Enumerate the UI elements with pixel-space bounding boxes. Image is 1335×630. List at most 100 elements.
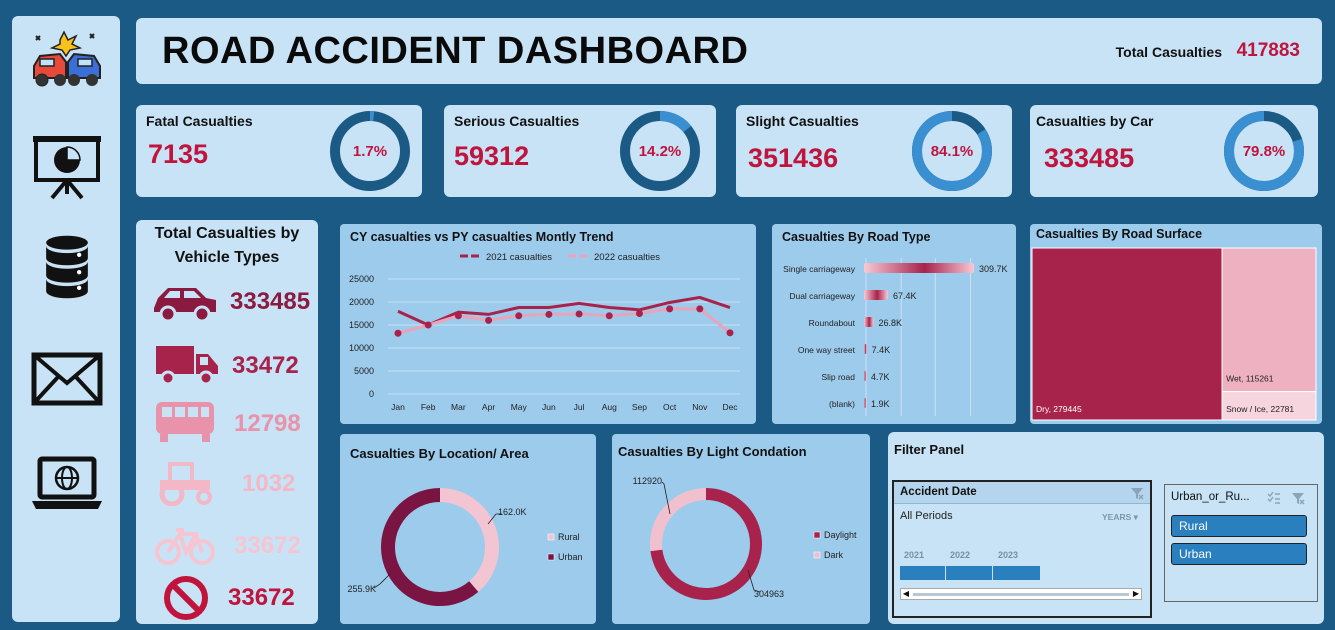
area-slicer: Urban_or_Ru... Rural Urban [1164, 484, 1318, 602]
vehicle-row-truck: 33472 [146, 342, 318, 392]
x-tick-label: May [511, 402, 528, 412]
database-icon[interactable] [30, 234, 104, 300]
filter-panel: Filter Panel Accident Date All Periods Y… [888, 432, 1324, 624]
x-tick-label: Oct [663, 402, 677, 412]
donut-slice [439, 488, 499, 592]
y-tick-label: 0 [369, 389, 374, 399]
treemap-cell-wet [1221, 247, 1317, 393]
bar-data-label: 67.4K [893, 291, 917, 301]
vehicle-row-other: 33672 [146, 574, 318, 624]
kpi-card-serious: Serious Casualties 59312 14.2% [444, 105, 716, 197]
legend-swatch [813, 531, 821, 539]
bar [864, 371, 866, 381]
vehicle-row-bicycle: 33672 [146, 522, 318, 572]
x-tick-label: Jul [574, 402, 585, 412]
road-type-chart: Casualties By Road Type Single carriagew… [772, 224, 1016, 424]
bar-category-label: Single carriageway [783, 264, 856, 274]
page-title: ROAD ACCIDENT DASHBOARD [162, 30, 749, 72]
kpi-ring-fill [620, 111, 700, 191]
car-icon [154, 288, 216, 323]
year-2022[interactable]: 2022 [950, 550, 971, 560]
chart-title: CY casualties vs PY casualties Montly Tr… [350, 230, 614, 244]
kpi-ring-fill [912, 111, 992, 191]
year-2023[interactable]: 2023 [998, 550, 1019, 560]
dashboard-header: ROAD ACCIDENT DASHBOARD Total Casualties… [136, 18, 1322, 84]
kpi-label: Casualties by Car [1036, 113, 1154, 129]
x-tick-label: Feb [421, 402, 436, 412]
presentation-chart-icon[interactable] [30, 134, 104, 200]
bar [864, 290, 888, 300]
donut-data-label: 255.9K [347, 584, 376, 594]
data-point [575, 310, 583, 318]
car-crash-logo-icon[interactable] [30, 28, 104, 94]
donut-chart-svg: Daylight Dark 304963 112920 [633, 476, 857, 600]
y-tick-label: 15000 [349, 320, 374, 330]
donut-data-label: 162.0K [498, 507, 527, 517]
leader-line [661, 481, 671, 515]
treemap-label: Snow / Ice, 22781 [1226, 404, 1294, 414]
vehicle-row-tractor: 1032 [146, 460, 318, 510]
legend-2022: 2022 casualties [594, 252, 660, 263]
y-tick-label: 5000 [354, 366, 374, 376]
data-point [545, 310, 553, 318]
year-2021[interactable]: 2021 [904, 550, 925, 560]
bar-data-label: 7.4K [872, 345, 891, 355]
treemap-label: Dry, 279445 [1036, 404, 1082, 414]
bar [864, 263, 974, 273]
data-point [726, 329, 734, 337]
y-tick-label: 10000 [349, 343, 374, 353]
series-line-0 [397, 295, 731, 327]
legend-swatch [547, 553, 555, 561]
truck-icon [156, 346, 218, 386]
chart-title: Casualties By Light Condation [618, 444, 807, 459]
bar [864, 317, 874, 327]
vehicle-value: 33672 [234, 532, 301, 559]
legend-label: Daylight [824, 530, 857, 540]
data-point [424, 321, 432, 329]
granularity-dropdown[interactable]: YEARS ▾ [1102, 512, 1138, 522]
donut-slice [650, 488, 707, 552]
kpi-value: 351436 [748, 143, 839, 173]
data-point [605, 312, 613, 320]
kpi-value: 333485 [1044, 143, 1135, 173]
bar [864, 398, 866, 408]
y-tick-label: 25000 [349, 274, 374, 284]
location-chart: Casualties By Location/ Area Rural Urban 1… [340, 434, 596, 624]
bar-data-label: 1.9K [871, 399, 890, 409]
kpi-label: Fatal Casualties [146, 113, 253, 129]
vehicle-value: 333485 [230, 288, 311, 315]
mail-icon[interactable] [30, 346, 104, 412]
clear-filter-icon[interactable] [1130, 486, 1144, 500]
tractor-icon [159, 462, 212, 506]
kpi-card-slight: Slight Casualties 351436 84.1% [736, 105, 1012, 197]
option-rural[interactable]: Rural [1171, 515, 1307, 537]
no-entry-icon [164, 576, 208, 620]
treemap-svg: Dry, 279445 Wet, 115261 Snow / Ice, 22781 [1031, 247, 1317, 421]
scroll-left-icon[interactable]: ◀ [902, 589, 910, 598]
bar-data-label: 26.8K [879, 318, 903, 328]
treemap-cell-snow [1221, 391, 1317, 421]
option-urban[interactable]: Urban [1171, 543, 1307, 565]
chart-legend: 2021 casualties 2022 casualties [460, 252, 660, 263]
scroll-right-icon[interactable]: ▶ [1132, 589, 1140, 598]
vehicle-types-panel: Total Casualties by Vehicle Types 333485… [136, 220, 318, 624]
leader-line [487, 513, 502, 525]
laptop-globe-icon[interactable] [30, 452, 104, 518]
kpi-card-fatal: Fatal Casualties 7135 1.7% [136, 105, 422, 197]
kpi-percent: 84.1% [931, 143, 974, 160]
area-slicer-title: Urban_or_Ru... [1171, 491, 1250, 503]
timeline-bar[interactable] [900, 566, 1040, 580]
multi-select-icon[interactable] [1267, 491, 1281, 505]
kpi-label: Serious Casualties [454, 113, 580, 129]
data-point [454, 312, 462, 320]
x-tick-label: Jan [391, 402, 405, 412]
x-tick-label: Sep [632, 402, 647, 412]
timeline-scrollbar[interactable]: ◀ ▶ [900, 588, 1142, 600]
donut-data-label: 112920 [633, 476, 662, 486]
line-chart-svg: 2021 casualties 2022 casualties 0 5000 100… [349, 252, 740, 412]
clear-filter-icon[interactable] [1291, 491, 1305, 505]
bar-category-label: Dual carriageway [789, 291, 855, 301]
kpi-ring-fill [1224, 111, 1304, 191]
vehicle-types-title: Total Casualties by Vehicle Types [154, 225, 300, 266]
bar [864, 344, 867, 354]
